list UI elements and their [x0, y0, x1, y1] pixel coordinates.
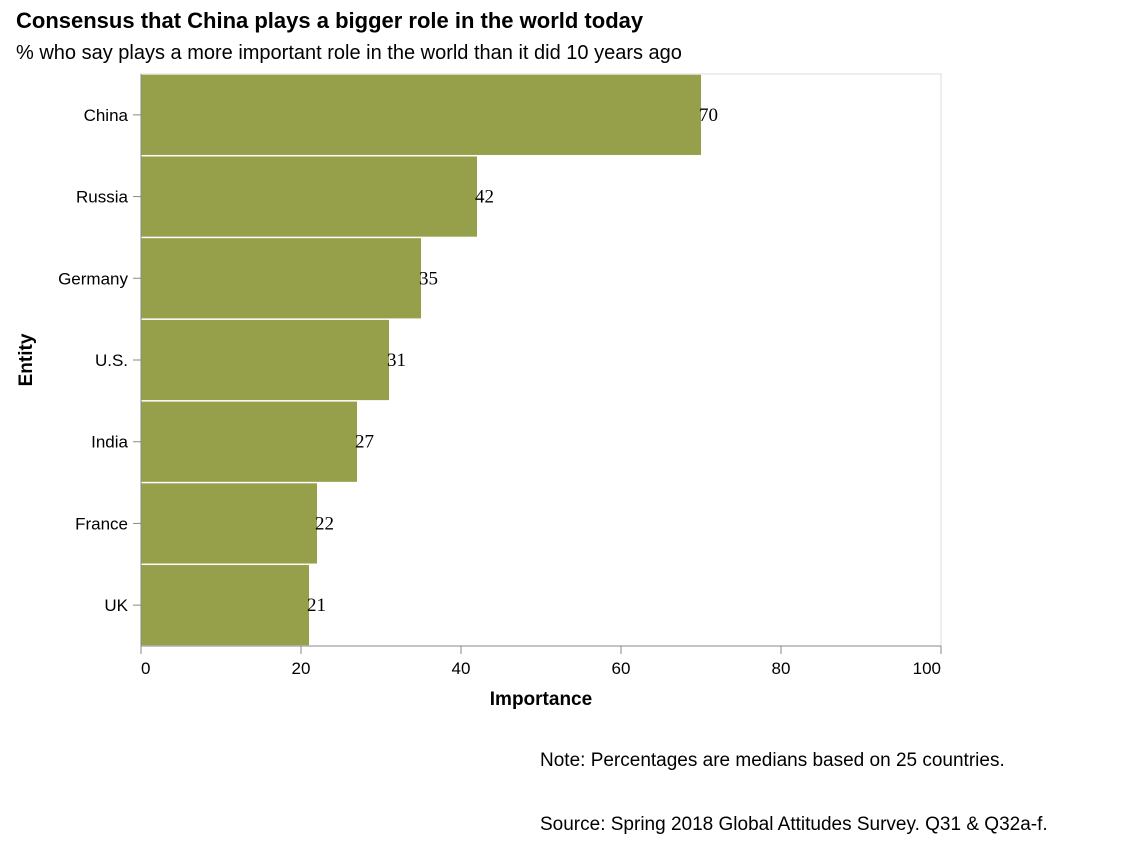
y-tick-label: France	[75, 514, 128, 533]
x-tick-label: 20	[292, 659, 311, 678]
source-text: Source: Spring 2018 Global Attitudes Sur…	[540, 814, 1048, 835]
x-tick-label: 0	[141, 659, 150, 678]
y-tick-label: India	[91, 433, 128, 452]
chart-subtitle: % who say plays a more important role in…	[16, 42, 682, 64]
x-tick-label: 80	[772, 659, 791, 678]
bar-russia	[141, 156, 477, 237]
y-tick-label: U.S.	[95, 351, 128, 370]
y-axis-title: Entity	[16, 333, 37, 386]
y-axis: China Russia Germany U.S. India France UK	[58, 74, 142, 646]
y-tick-label: UK	[104, 596, 128, 615]
data-label: 42	[475, 187, 494, 208]
bars-layer	[141, 74, 701, 646]
chart-title: Consensus that China plays a bigger role…	[16, 8, 644, 33]
data-label: 70	[699, 105, 718, 126]
note-text: Note: Percentages are medians based on 2…	[540, 750, 1005, 771]
bar-china	[141, 74, 701, 155]
bar-india	[141, 401, 357, 482]
data-label: 31	[387, 350, 406, 371]
x-tick-label: 100	[913, 659, 941, 678]
x-axis: 0 20 40 60 80 100	[140, 645, 942, 678]
x-axis-title: Importance	[490, 689, 592, 710]
y-tick-label: Russia	[76, 188, 129, 207]
x-tick-label: 40	[452, 659, 471, 678]
data-label: 21	[307, 595, 326, 616]
x-tick-label: 60	[612, 659, 631, 678]
data-label: 22	[315, 513, 334, 534]
y-tick-label: China	[84, 106, 129, 125]
data-label: 27	[355, 432, 374, 453]
data-label: 35	[419, 268, 438, 289]
bar-uk	[141, 565, 309, 646]
data-labels-layer: 70 42 35 31 27 22 21	[307, 105, 718, 616]
bar-u-s	[141, 319, 389, 401]
bar-france	[141, 483, 317, 564]
bar-germany	[141, 238, 421, 319]
y-tick-label: Germany	[58, 269, 128, 288]
